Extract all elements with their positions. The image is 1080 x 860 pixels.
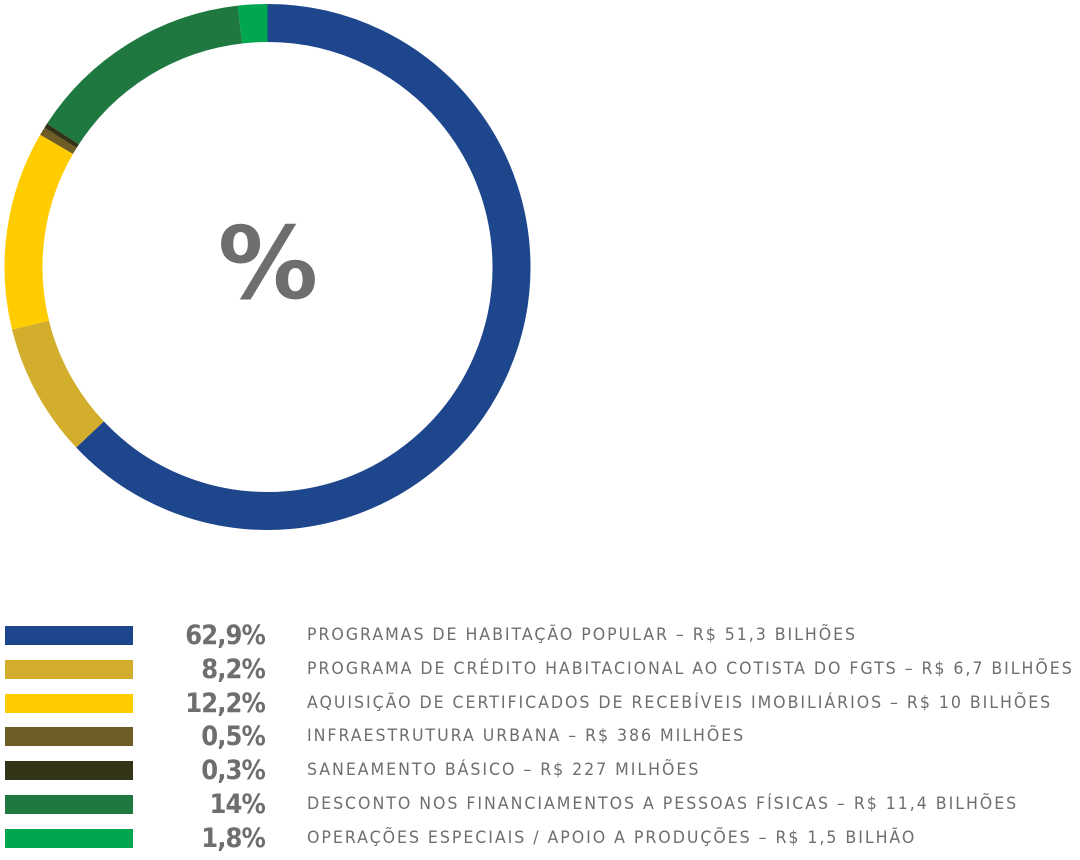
legend-item: 14% DESCONTO NOS FINANCIAMENTOS A PESSOAS… xyxy=(0,788,1080,825)
donut-segment-5 xyxy=(44,123,79,148)
donut-segment-7 xyxy=(237,4,268,44)
legend-percentage: 1,8% xyxy=(201,822,266,854)
donut-segment-3 xyxy=(4,134,74,330)
donut-segment-1 xyxy=(76,4,531,530)
legend-swatch xyxy=(5,761,133,781)
donut-segment-6 xyxy=(47,5,243,145)
legend-swatch xyxy=(5,727,133,747)
legend-swatch xyxy=(5,693,133,713)
donut-segment-2 xyxy=(12,320,105,448)
legend-swatch xyxy=(5,828,133,848)
legend-label: PROGRAMA DE CRÉDITO HABITACIONAL AO COTI… xyxy=(307,658,1074,679)
legend-label: INFRAESTRUTURA URBANA – R$ 386 MILHÕES xyxy=(307,726,746,747)
legend-item: 1,8% OPERAÇÕES ESPECIAIS / APOIO A PRODUÇ… xyxy=(0,822,1080,859)
legend-label: SANEAMENTO BÁSICO – R$ 227 MILHÕES xyxy=(307,760,701,781)
legend-percentage: 0,3% xyxy=(201,755,266,787)
legend-swatch xyxy=(5,794,133,814)
donut-segment-4 xyxy=(40,127,77,154)
legend-percentage: 14% xyxy=(209,788,266,820)
legend-label: AQUISIÇÃO DE CERTIFICADOS DE RECEBÍVEIS … xyxy=(307,692,1053,713)
legend-swatch xyxy=(5,659,133,679)
legend-item: 8,2% PROGRAMA DE CRÉDITO HABITACIONAL AO … xyxy=(0,653,1080,690)
donut-center-label: % xyxy=(218,205,318,322)
legend-item: 0,5% INFRAESTRUTURA URBANA – R$ 386 MILHÕ… xyxy=(0,721,1080,757)
donut-chart: % xyxy=(4,4,531,530)
legend-swatch xyxy=(5,626,133,645)
legend-label: PROGRAMAS DE HABITAÇÃO POPULAR – R$ 51,3… xyxy=(307,625,858,645)
legend-label: OPERAÇÕES ESPECIAIS / APOIO A PRODUÇÕES … xyxy=(307,827,917,848)
legend-percentage: 62,9% xyxy=(185,620,266,651)
legend-label: DESCONTO NOS FINANCIAMENTOS A PESSOAS FÍ… xyxy=(307,793,1019,814)
donut-arcs xyxy=(4,4,531,530)
legend: 62,9% PROGRAMAS DE HABITAÇÃO POPULAR – R$… xyxy=(0,620,1080,859)
legend-item: 12,2% AQUISIÇÃO DE CERTIFICADOS DE RECEBÍ… xyxy=(0,687,1080,724)
legend-percentage: 0,5% xyxy=(201,721,266,753)
legend-percentage: 8,2% xyxy=(201,653,266,685)
legend-percentage: 12,2% xyxy=(185,687,266,719)
legend-item: 0,3% SANEAMENTO BÁSICO – R$ 227 MILHÕES xyxy=(0,755,1080,791)
legend-item: 62,9% PROGRAMAS DE HABITAÇÃO POPULAR – R$… xyxy=(0,620,1080,656)
